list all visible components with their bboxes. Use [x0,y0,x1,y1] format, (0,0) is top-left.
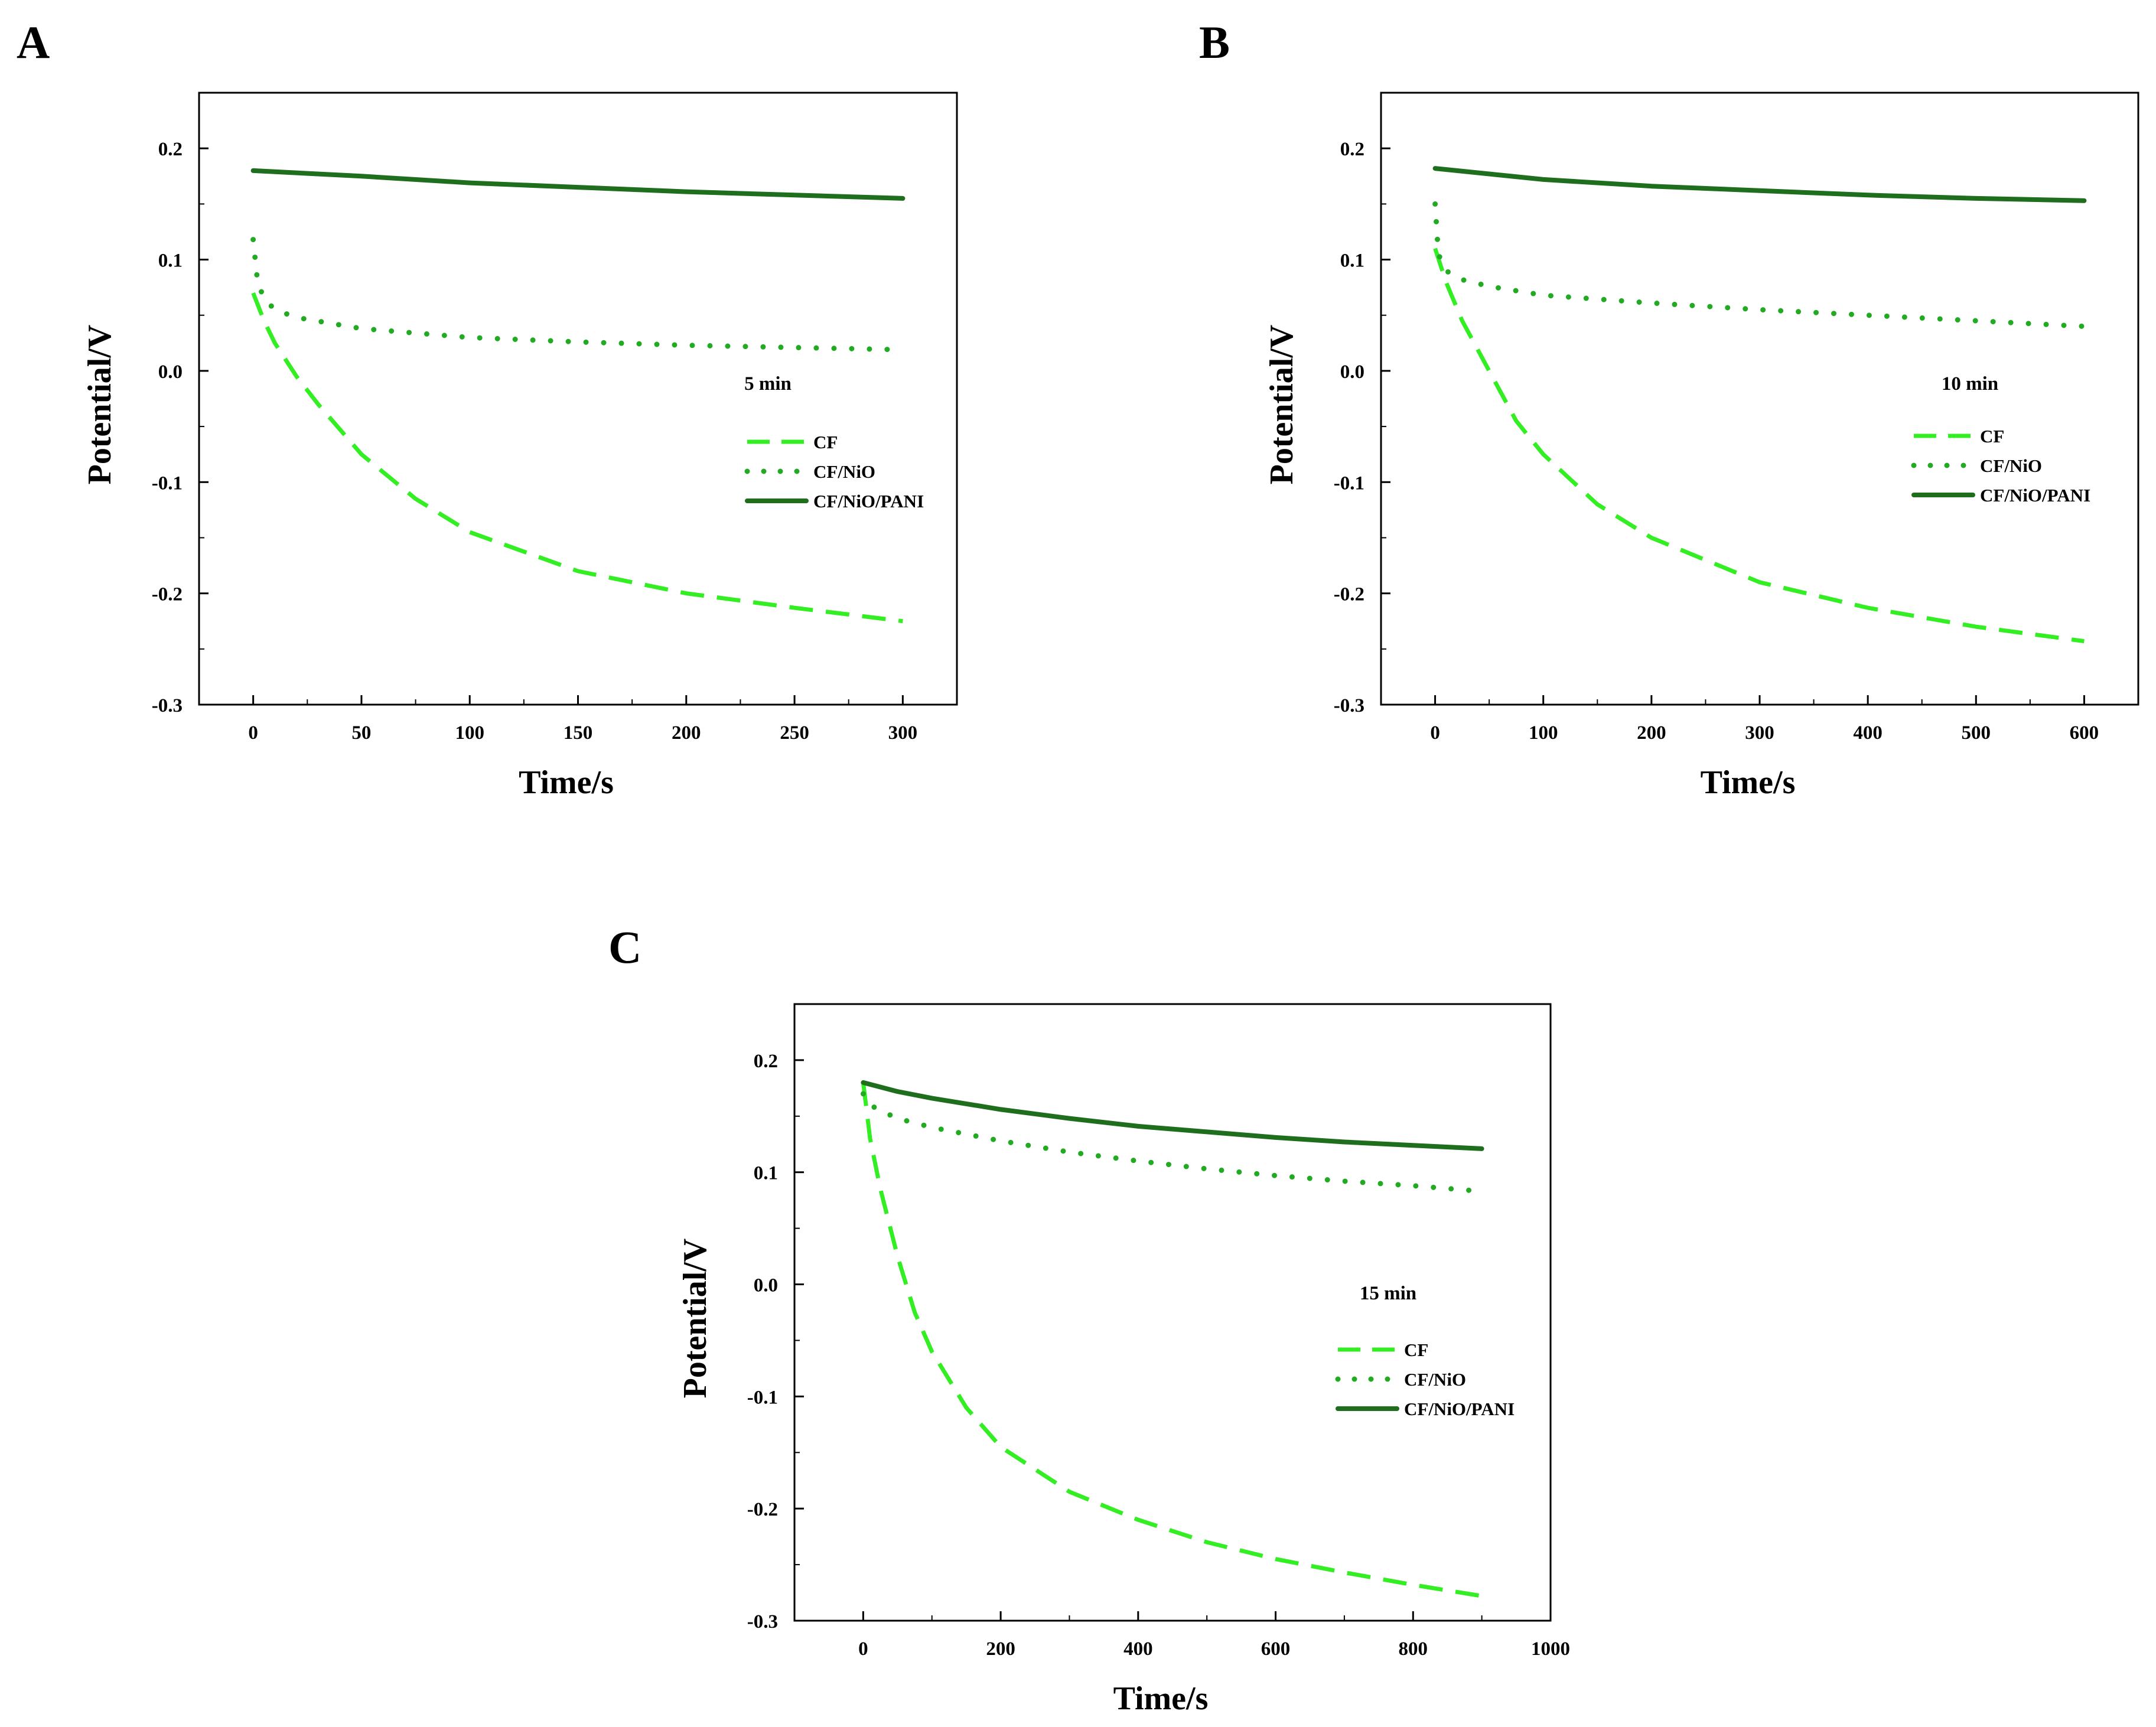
x-tick-label-c: 1000 [1531,1638,1570,1660]
legend-label-a: CF/NiO [813,461,875,482]
panel-letter-c: C [608,921,641,973]
y-tick-label-b: 0.1 [1340,250,1364,272]
panel-letter-a: A [17,17,50,68]
y-tick-label-a: 0.1 [158,250,183,272]
series-line-cf-a [251,292,903,624]
legend-label-a: CF [813,432,838,452]
x-tick-label-c: 0 [858,1638,868,1660]
panel-b: B 0 100 200 300 400 500 600 -0.3 -0.2 -0.1 0.0 0.1 0.… [1199,17,2139,801]
x-tick-label-a: 50 [351,722,371,744]
x-tick-label-b: 200 [1637,722,1666,744]
x-tick-label-a: 100 [455,722,484,744]
y-tick-label-c: 0.1 [754,1163,778,1184]
y-tick-label-c: -0.1 [747,1387,778,1408]
panel-letter-b: B [1199,17,1230,68]
series-line-cf-c [861,1082,1483,1598]
y-tick-label-a: -0.2 [152,584,183,605]
x-tick-label-a: 200 [672,722,701,744]
x-tick-label-b: 100 [1529,722,1558,744]
duration-annotation-b: 10 min [1942,373,1998,395]
series-line-cf-nio-c [860,1091,1485,1194]
y-tick-label-b: -0.2 [1334,584,1364,605]
x-tick-label-b: 300 [1745,722,1774,744]
y-tick-label-a: -0.3 [152,695,183,716]
y-tick-label-c: 0.2 [754,1051,778,1072]
x-tick-label-a: 250 [780,722,809,744]
y-tick-label-c: -0.3 [747,1611,778,1632]
x-tick-label-a: 0 [248,722,258,744]
x-tick-label-c: 400 [1123,1638,1153,1660]
y-tick-label-b: 0.0 [1340,361,1364,383]
duration-annotation-a: 5 min [744,373,792,395]
x-tick-label-b: 500 [1962,722,1991,744]
legend-label-c: CF [1404,1340,1428,1360]
x-axis-title-c: Time/s [1113,1680,1209,1717]
x-tick-label-b: 0 [1430,722,1440,744]
y-tick-label-c: -0.2 [747,1499,778,1520]
x-tick-label-a: 150 [564,722,593,744]
y-tick-label-b: -0.3 [1334,695,1364,716]
x-tick-label-b: 600 [2070,722,2099,744]
y-tick-label-a: 0.0 [158,361,183,383]
x-tick-label-c: 600 [1261,1638,1291,1660]
legend-label-c: CF/NiO/PANI [1404,1399,1515,1419]
plot-frame-c [793,1003,1552,1622]
x-tick-label-c: 800 [1399,1638,1428,1660]
y-axis-title-a: Potential/V [82,325,118,485]
x-axis-title-b: Time/s [1701,764,1796,801]
x-axis-title-a: Time/s [519,764,614,801]
series-line-cf-nio-pani-a [250,168,906,201]
series-line-cf-nio-a [250,237,906,353]
y-tick-label-c: 0.0 [754,1275,778,1296]
y-tick-label-a: 0.2 [158,139,183,160]
series-line-cf-nio-pani-c [861,1080,1484,1151]
x-tick-label-b: 400 [1853,722,1883,744]
plot-frame-b [1380,92,2139,706]
panel-a: A 0 50 100 150 200 250 300 -0.3 -0.2 -0.1 0.0 0.1 0.2… [17,17,958,801]
y-tick-label-b: -0.1 [1334,473,1364,494]
series-line-cf-nio-b [1432,201,2087,330]
y-axis-title-b: Potential/V [1263,325,1300,485]
legend-label-b: CF [1980,426,2004,447]
legend-label-a: CF/NiO/PANI [813,491,924,511]
y-tick-label-b: 0.2 [1340,139,1364,160]
duration-annotation-c: 15 min [1360,1283,1416,1304]
legend-label-b: CF/NiO [1980,455,2042,476]
series-line-cf-b [1433,247,2085,644]
legend-label-c: CF/NiO [1404,1369,1466,1390]
x-tick-label-c: 200 [986,1638,1015,1660]
y-axis-title-c: Potential/V [677,1239,714,1399]
x-tick-label-a: 300 [888,722,918,744]
legend-label-b: CF/NiO/PANI [1980,485,2090,506]
panel-c: C 0 200 400 600 800 1000 -0.3 -0.2 -0.1 0.0 0.1 0.2 T… [608,921,1570,1717]
y-tick-label-a: -0.1 [152,473,183,494]
series-line-cf-nio-pani-b [1432,166,2087,203]
